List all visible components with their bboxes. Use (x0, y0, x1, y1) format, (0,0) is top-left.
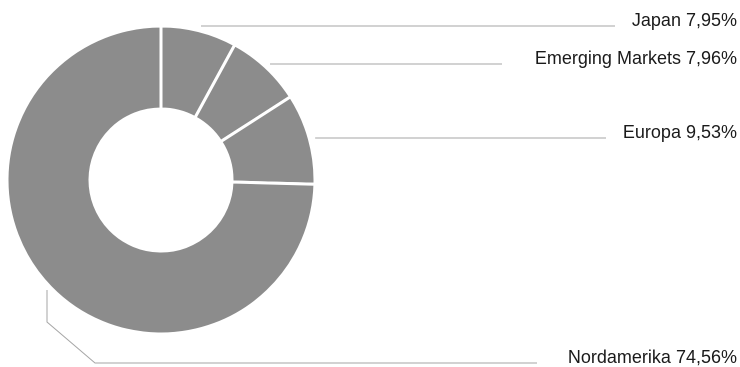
label-europa: Europa 9,53% (623, 122, 737, 142)
label-emerging-markets: Emerging Markets 7,96% (535, 48, 737, 68)
labels-layer: Japan 7,95% Emerging Markets 7,96% Europa … (535, 10, 737, 367)
leader-lines-layer (46, 25, 615, 364)
label-japan: Japan 7,95% (632, 10, 737, 30)
leader-line-nordamerika (46, 290, 537, 364)
label-nordamerika: Nordamerika 74,56% (568, 347, 737, 367)
slice-nordamerika (5, 24, 317, 336)
slices-layer (5, 24, 317, 336)
